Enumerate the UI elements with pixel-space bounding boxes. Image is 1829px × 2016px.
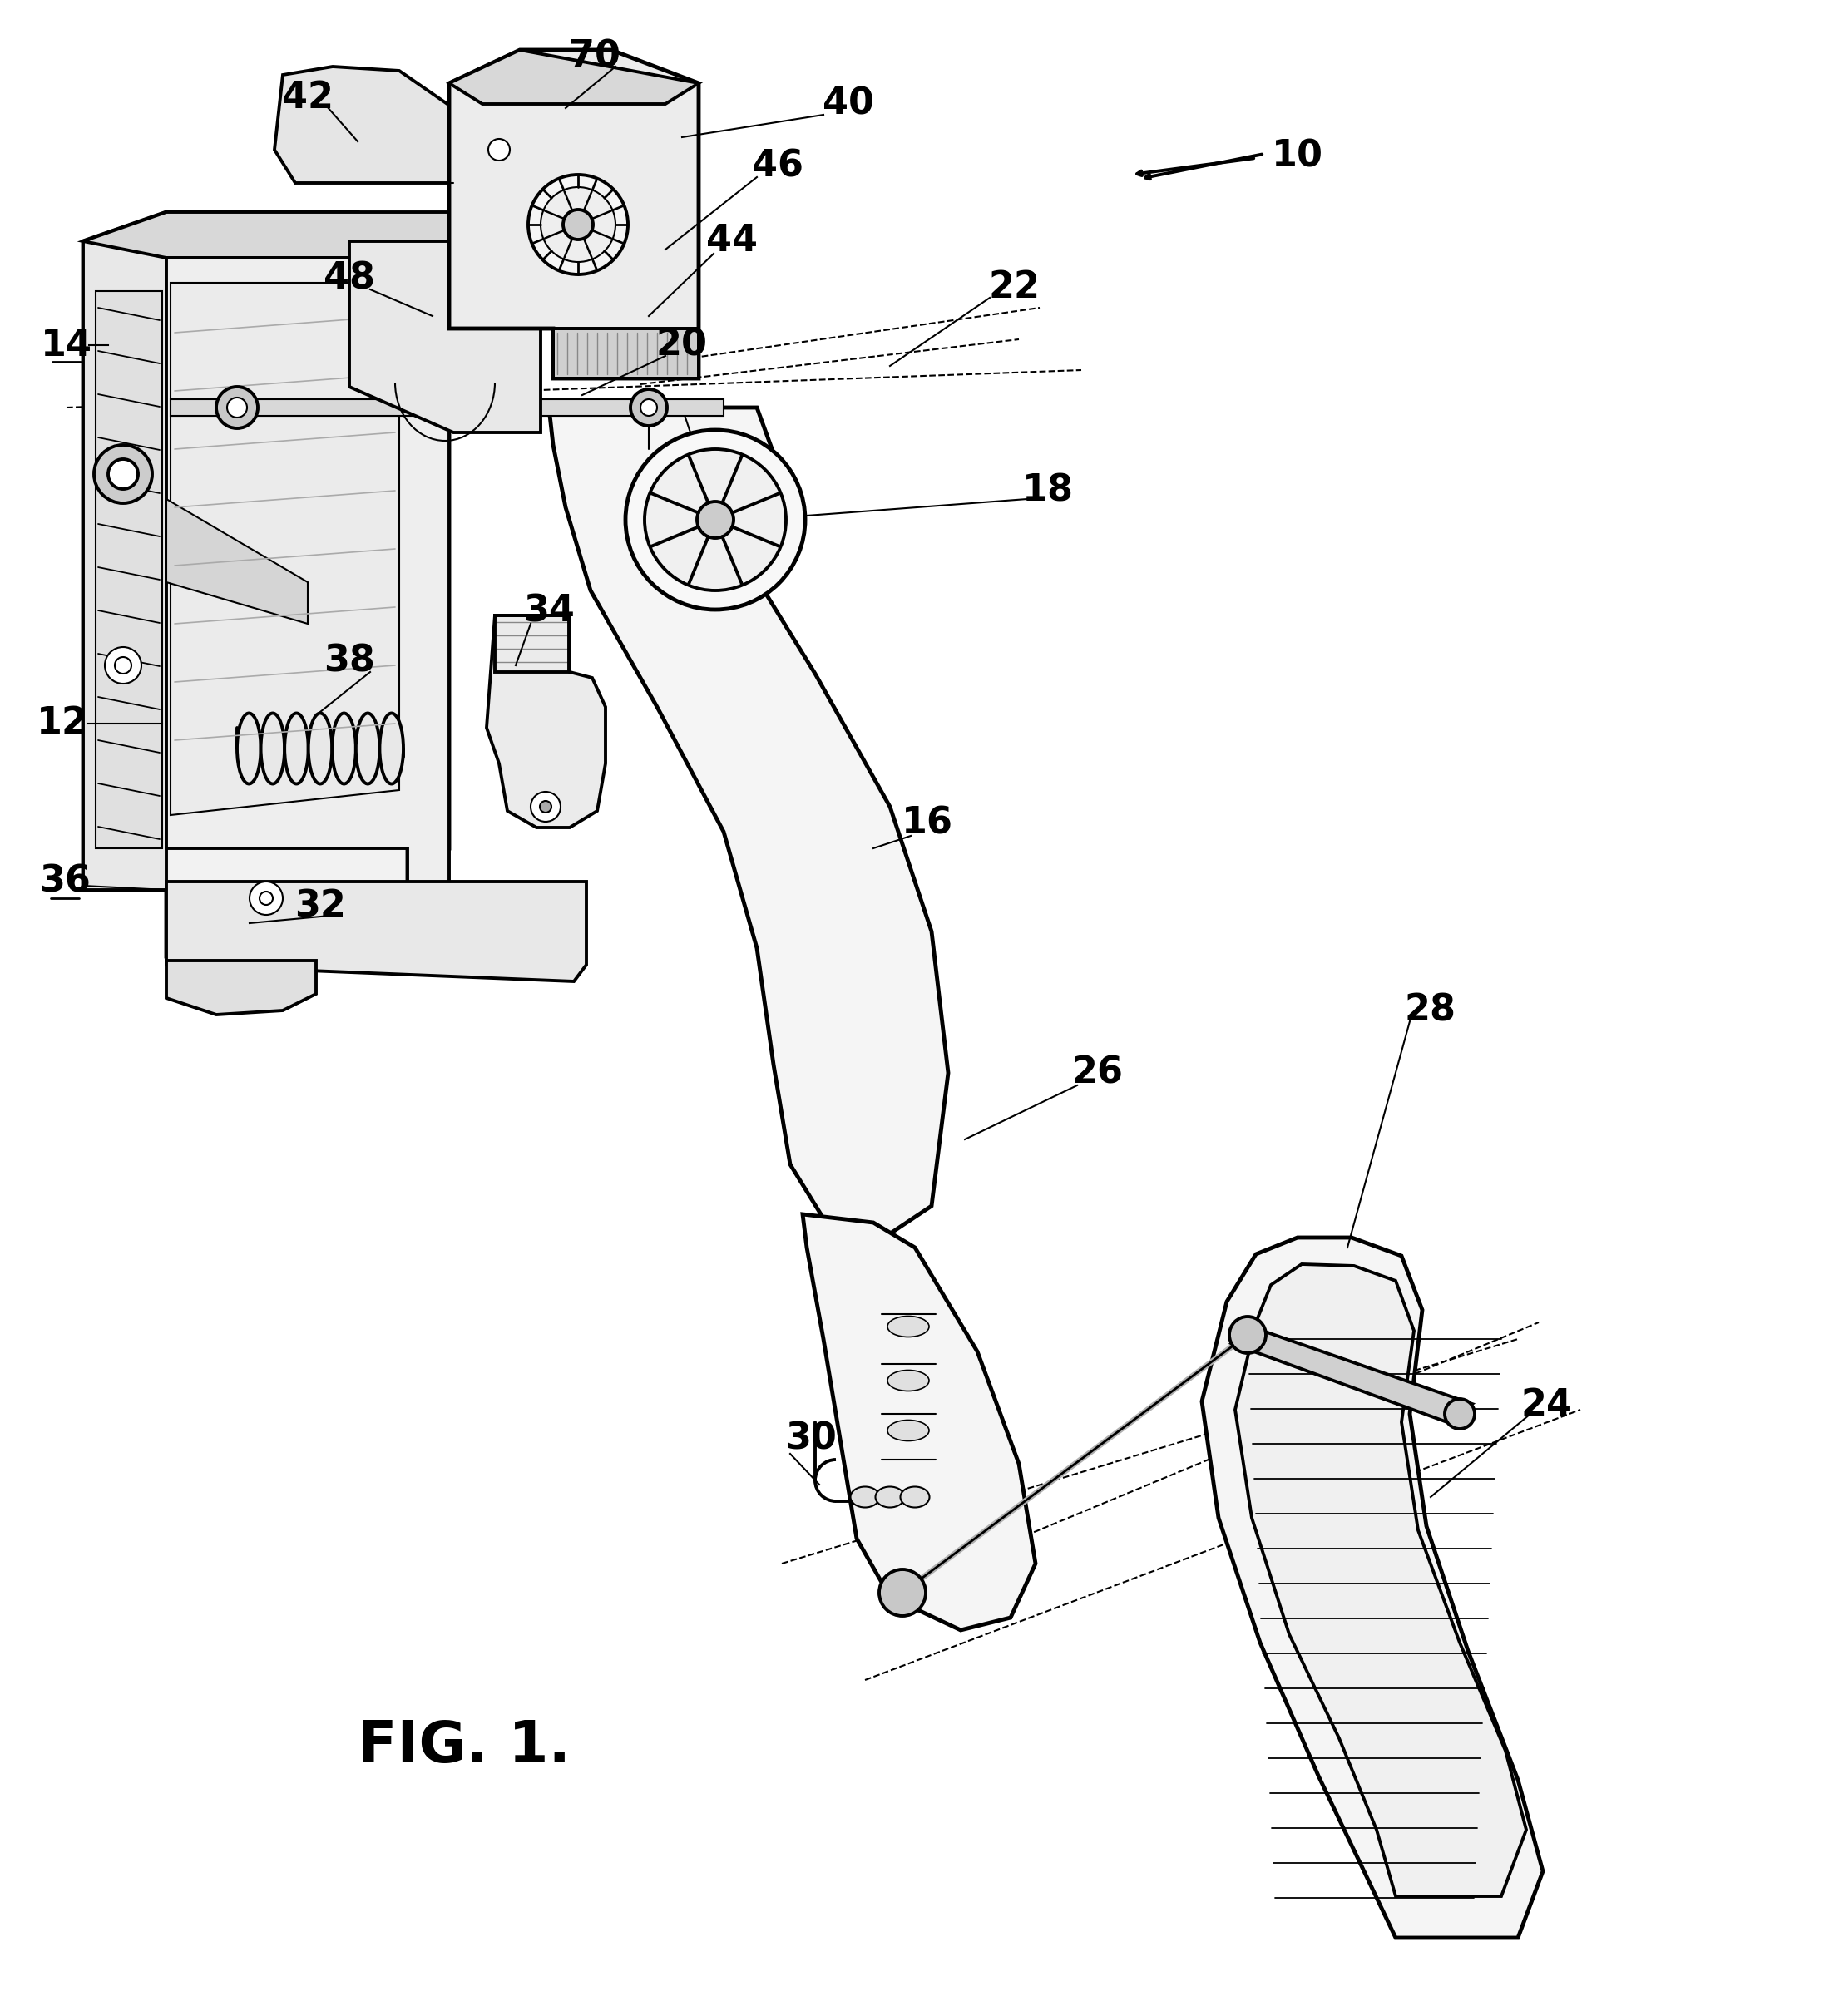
Ellipse shape: [900, 1486, 929, 1508]
Text: 22: 22: [989, 268, 1041, 304]
Circle shape: [93, 446, 152, 504]
Text: 14: 14: [40, 327, 91, 363]
Text: 36: 36: [38, 863, 91, 899]
Circle shape: [260, 891, 273, 905]
Polygon shape: [82, 212, 450, 258]
Circle shape: [644, 450, 786, 591]
Circle shape: [640, 399, 657, 415]
Text: 16: 16: [902, 806, 953, 841]
Circle shape: [563, 210, 593, 240]
Polygon shape: [170, 282, 399, 814]
Ellipse shape: [850, 1486, 880, 1508]
Polygon shape: [166, 258, 450, 956]
Text: 38: 38: [324, 643, 375, 679]
Polygon shape: [1231, 1325, 1472, 1421]
Polygon shape: [166, 881, 587, 982]
Circle shape: [115, 657, 132, 673]
Circle shape: [488, 139, 510, 161]
Circle shape: [108, 460, 137, 490]
Polygon shape: [170, 399, 724, 415]
Ellipse shape: [380, 714, 404, 784]
Text: 40: 40: [823, 87, 874, 121]
Polygon shape: [552, 329, 699, 379]
Polygon shape: [349, 242, 541, 433]
Text: 28: 28: [1405, 992, 1456, 1028]
Ellipse shape: [285, 714, 309, 784]
Circle shape: [216, 387, 258, 427]
Text: 44: 44: [706, 224, 757, 260]
Polygon shape: [166, 500, 307, 623]
Text: 18: 18: [1022, 474, 1074, 508]
Circle shape: [1229, 1316, 1266, 1353]
Circle shape: [227, 397, 247, 417]
Circle shape: [104, 647, 141, 683]
Ellipse shape: [887, 1371, 929, 1391]
Circle shape: [626, 429, 805, 609]
Polygon shape: [450, 50, 699, 105]
Polygon shape: [95, 290, 163, 849]
Ellipse shape: [887, 1316, 929, 1337]
Ellipse shape: [357, 714, 380, 784]
Text: 70: 70: [569, 38, 620, 75]
Text: 46: 46: [752, 149, 803, 183]
Polygon shape: [487, 615, 605, 827]
Text: 34: 34: [523, 593, 574, 629]
Text: 42: 42: [282, 81, 333, 117]
Polygon shape: [82, 242, 166, 889]
Polygon shape: [1235, 1264, 1525, 1897]
Polygon shape: [541, 407, 947, 1240]
Circle shape: [540, 800, 552, 812]
Ellipse shape: [262, 714, 285, 784]
Circle shape: [631, 389, 668, 425]
Ellipse shape: [333, 714, 357, 784]
Ellipse shape: [238, 714, 262, 784]
Polygon shape: [1202, 1238, 1544, 1937]
Text: 32: 32: [294, 889, 346, 925]
Polygon shape: [274, 67, 454, 183]
Polygon shape: [166, 960, 316, 1014]
Circle shape: [541, 187, 616, 262]
Ellipse shape: [876, 1486, 905, 1508]
Text: 10: 10: [1271, 139, 1324, 173]
Circle shape: [530, 792, 562, 823]
Ellipse shape: [309, 714, 333, 784]
Text: 24: 24: [1522, 1387, 1573, 1423]
Polygon shape: [450, 50, 699, 379]
Circle shape: [880, 1568, 925, 1617]
Circle shape: [529, 175, 627, 274]
Text: 12: 12: [37, 706, 88, 742]
Text: 26: 26: [1072, 1054, 1123, 1091]
Text: 48: 48: [324, 260, 375, 296]
Text: 20: 20: [657, 327, 708, 363]
Circle shape: [697, 502, 733, 538]
Circle shape: [1445, 1399, 1474, 1429]
Ellipse shape: [887, 1419, 929, 1441]
Polygon shape: [803, 1214, 1035, 1631]
Text: 30: 30: [785, 1421, 836, 1458]
Polygon shape: [82, 212, 450, 956]
Text: FIG. 1.: FIG. 1.: [358, 1720, 571, 1774]
Circle shape: [249, 881, 283, 915]
